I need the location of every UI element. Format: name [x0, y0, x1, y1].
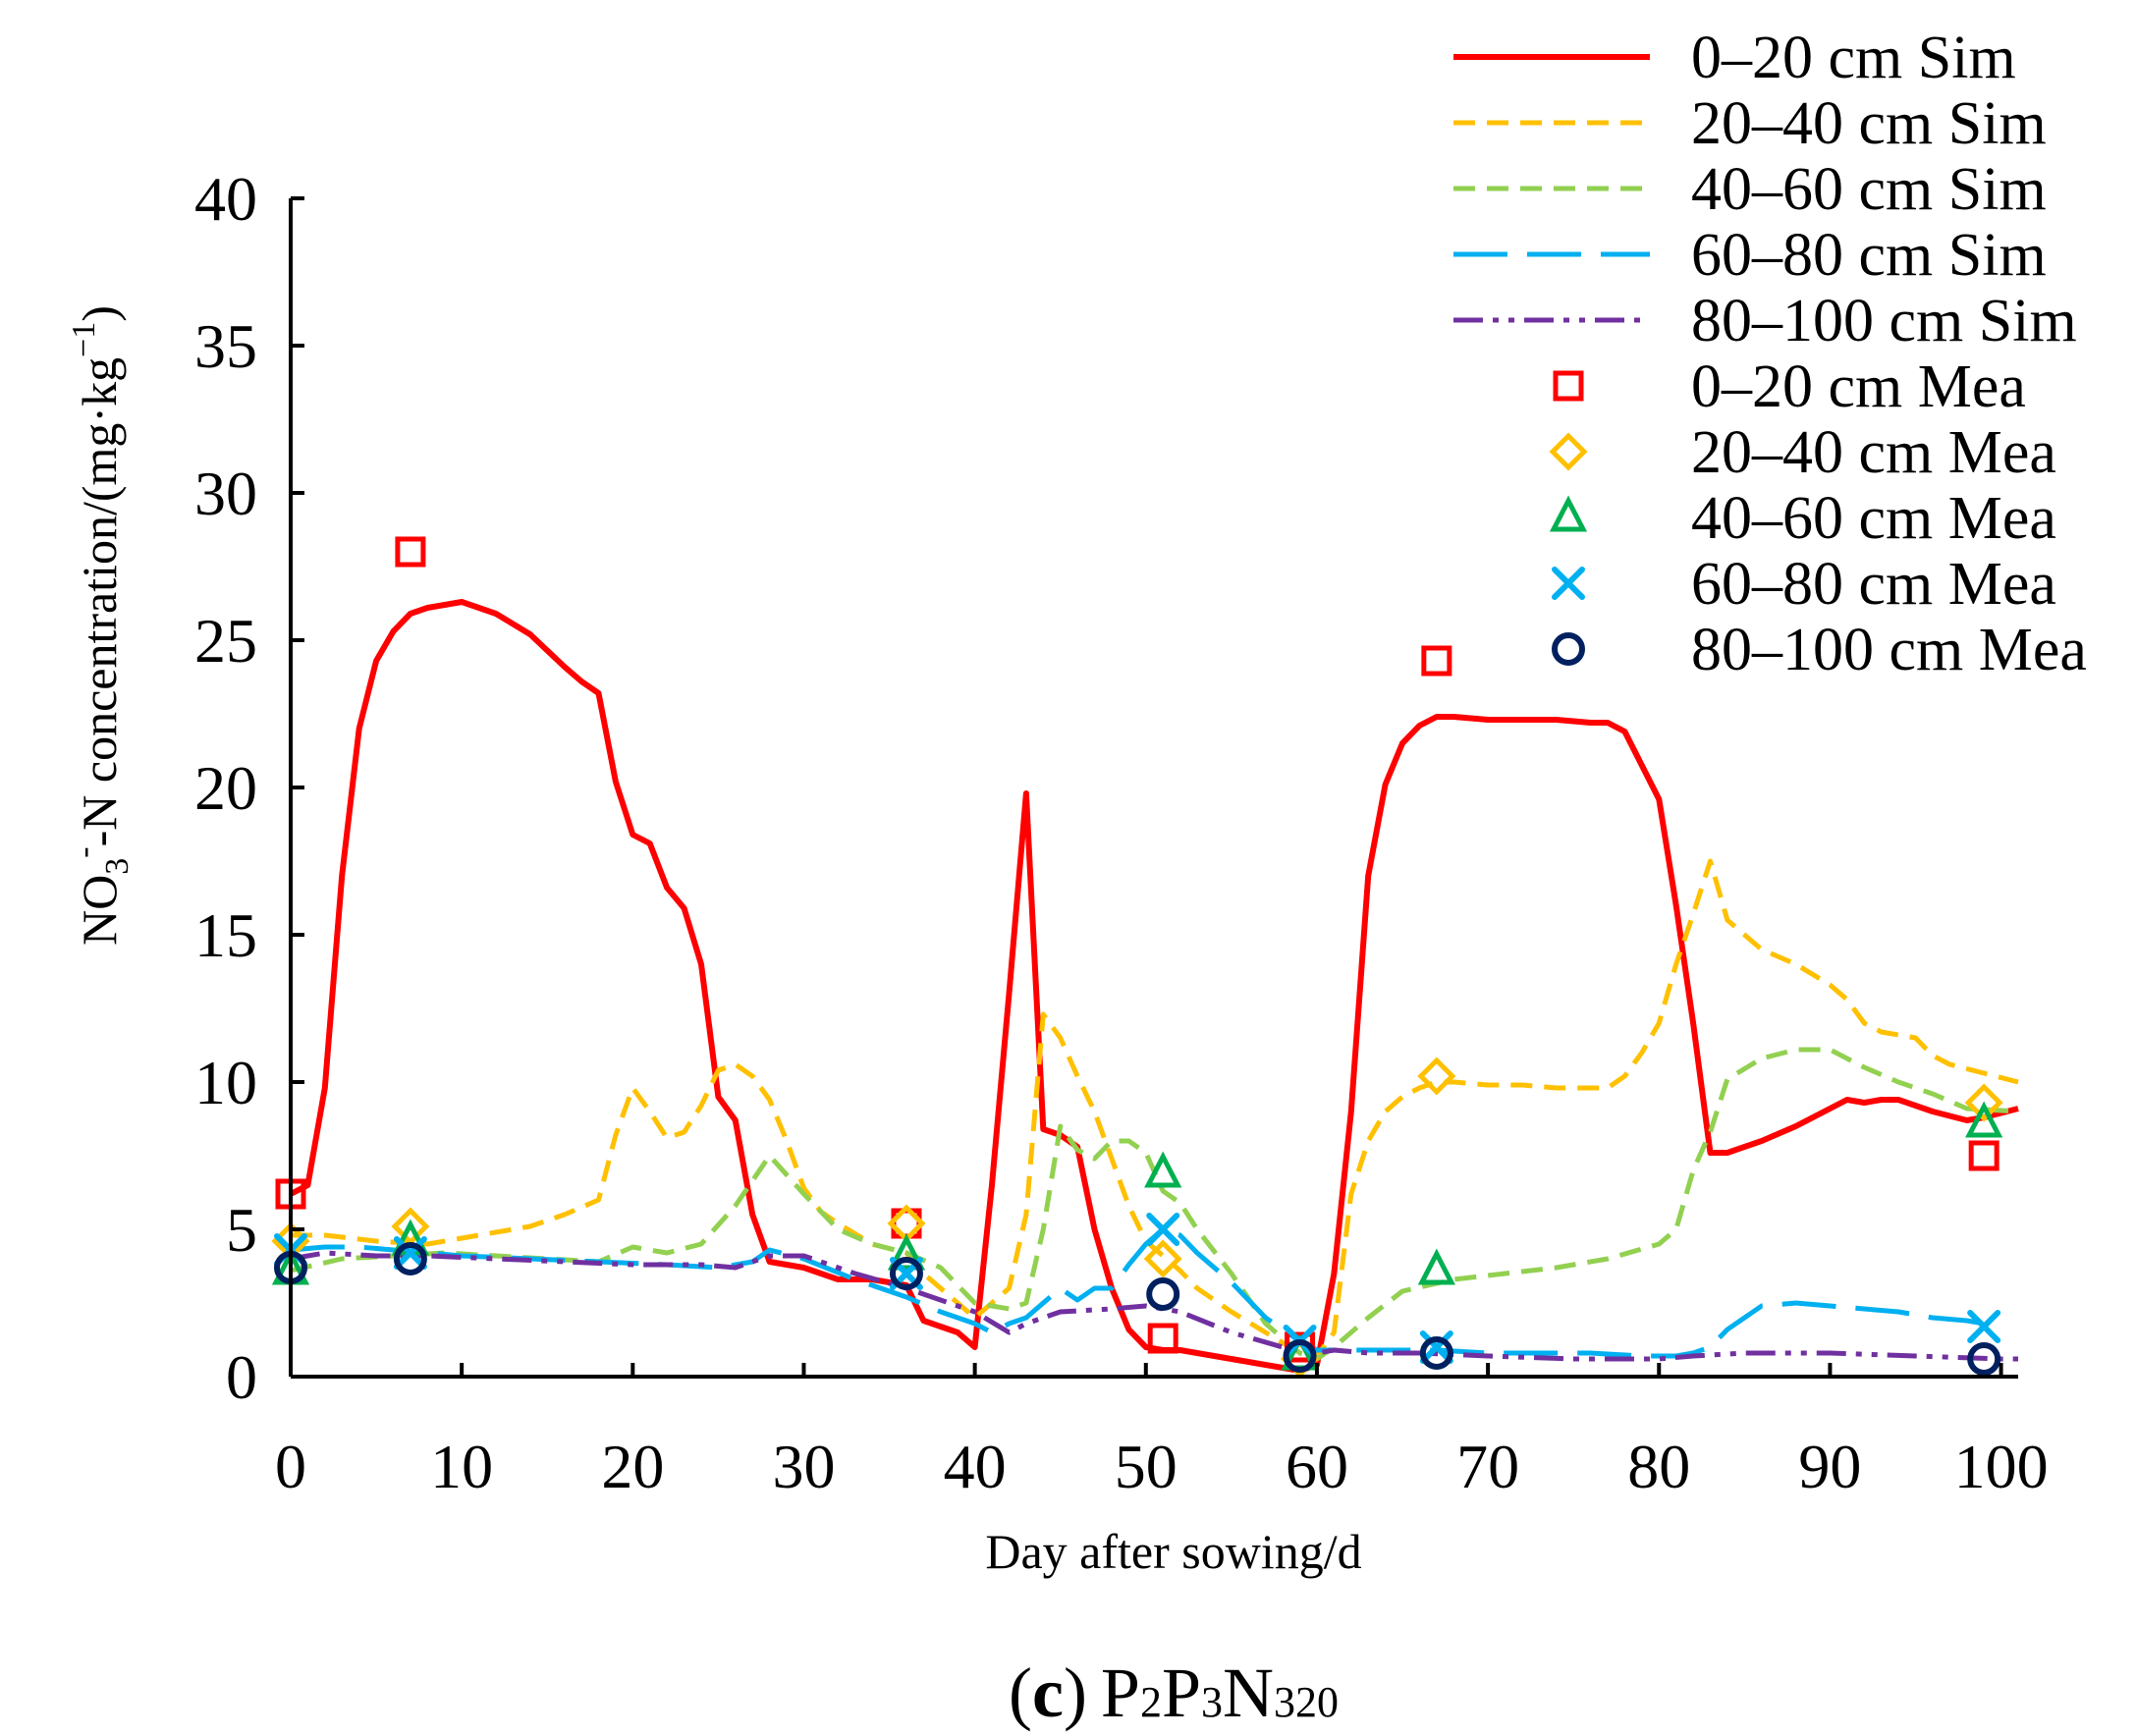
figure-caption: (c) P2P3N320 [1009, 1654, 1339, 1732]
legend-label-9: 80–100 cm Mea [1691, 617, 2087, 683]
caption-paren-open: ( [1009, 1654, 1032, 1732]
data-point-7-3 [1144, 1151, 1182, 1188]
y-tick-label-6: 30 [194, 459, 257, 528]
legend-label-5: 0–20 cm Mea [1691, 353, 2026, 420]
y-axis-title: NO3--N concentration/(mg·kg−1) [66, 305, 136, 946]
legend-label-8: 60–80 cm Mea [1691, 551, 2056, 618]
data-point-9-1 [393, 1242, 427, 1275]
legend-label-0: 0–20 cm Sim [1691, 25, 2016, 91]
y-tick-label-3: 15 [194, 900, 257, 970]
x-tick-label-7: 70 [1456, 1432, 1519, 1501]
legend-item-6: 20–40 cm Mea [1549, 419, 2056, 486]
x-tick-label-9: 90 [1798, 1432, 1861, 1501]
x-tick-label-6: 60 [1286, 1432, 1348, 1501]
axes: 0 5 10 15 20 25 30 35 40 0 10 20 30 40 50 60 70 80 90 100 [194, 164, 2049, 1501]
data-point-8-1 [393, 1236, 427, 1270]
legend-item-7: 40–60 cm Mea [1549, 485, 2056, 552]
caption-p2: P [1162, 1654, 1201, 1732]
caption-p1: P [1101, 1654, 1140, 1732]
caption-letter: c [1032, 1654, 1064, 1732]
x-tick-label-3: 30 [772, 1432, 835, 1501]
caption-paren-close: ) [1064, 1654, 1087, 1732]
series-line-2 [290, 1047, 2019, 1362]
caption-sub1: 2 [1140, 1678, 1162, 1726]
y-tick-label-2: 10 [194, 1048, 257, 1117]
y-tick-label-5: 25 [194, 606, 257, 676]
data-point-9-3 [1146, 1277, 1180, 1311]
data-point-8-3 [1146, 1213, 1180, 1246]
y-tick-label-0: 0 [226, 1342, 257, 1412]
y-title-sup: - [66, 846, 102, 857]
data-point-6-5 [1417, 1057, 1456, 1096]
x-tick-label-0: 0 [275, 1432, 306, 1501]
caption-sub2: 3 [1201, 1678, 1223, 1726]
y-title-sup2: −1 [66, 322, 102, 357]
data-point-5-1 [395, 536, 426, 568]
legend-item-9: 80–100 cm Mea [1552, 617, 2087, 683]
caption-n: N [1223, 1654, 1274, 1732]
legend-item-1: 20–40 cm Sim [1453, 90, 2047, 157]
data-point-7-5 [1417, 1248, 1455, 1285]
x-tick-label-2: 20 [601, 1432, 664, 1501]
y-title-prefix: NO [72, 875, 127, 946]
legend-label-6: 20–40 cm Mea [1691, 419, 2056, 486]
data-point-5-3 [1147, 1323, 1178, 1354]
y-tick-label-7: 35 [194, 311, 257, 381]
data-point-5-5 [1421, 645, 1452, 677]
data-point-9-5 [1419, 1336, 1453, 1370]
data-point-6-3 [1143, 1239, 1182, 1278]
caption-sub3: 320 [1274, 1678, 1339, 1726]
legend-label-2: 40–60 cm Sim [1691, 156, 2047, 223]
legend-label-1: 20–40 cm Sim [1691, 90, 2047, 157]
plot-area [271, 536, 2019, 1379]
data-point-7-6 [1965, 1101, 2003, 1138]
data-point-9-4 [1283, 1339, 1317, 1373]
legend-swatch-9 [1552, 632, 1585, 666]
legend-item-8: 60–80 cm Mea [1552, 551, 2056, 618]
series-line-4 [290, 1250, 2018, 1362]
legend-swatch-5 [1553, 370, 1584, 402]
legend-item-2: 40–60 cm Sim [1453, 156, 2047, 223]
x-tick-label-1: 10 [430, 1432, 493, 1501]
data-point-8-5 [1419, 1330, 1453, 1364]
x-tick-label-8: 80 [1627, 1432, 1690, 1501]
legend-swatch-8 [1552, 567, 1585, 600]
y-title-suffix: ) [72, 305, 127, 322]
data-point-8-6 [1967, 1310, 2001, 1343]
legend-label-3: 60–80 cm Sim [1691, 222, 2047, 289]
legend-swatch-7 [1549, 495, 1588, 532]
data-point-9-6 [1967, 1342, 2001, 1376]
legend-label-7: 40–60 cm Mea [1691, 485, 2056, 552]
legend-item-3: 60–80 cm Sim [1453, 222, 2047, 289]
x-axis-title: Day after sowing/d [985, 1524, 1361, 1579]
y-tick-label-8: 40 [194, 164, 257, 234]
data-point-6-6 [1964, 1083, 2003, 1122]
legend-label-4: 80–100 cm Sim [1691, 288, 2077, 354]
y-tick-label-1: 5 [226, 1195, 257, 1265]
legend-item-4: 80–100 cm Sim [1453, 288, 2077, 354]
legend-item-5: 0–20 cm Mea [1553, 353, 2026, 420]
x-tick-label-5: 50 [1115, 1432, 1178, 1501]
legend-item-0: 0–20 cm Sim [1453, 25, 2016, 91]
data-point-7-2 [887, 1233, 926, 1271]
data-point-9-2 [889, 1257, 923, 1290]
legend-swatch-6 [1549, 432, 1588, 471]
y-title-middle: -N concentration/(mg·kg [72, 357, 127, 846]
series-line-0 [289, 599, 2019, 1374]
x-tick-label-4: 40 [944, 1432, 1007, 1501]
y-title-sub: 3 [99, 858, 136, 875]
x-tick-label-10: 100 [1954, 1432, 2049, 1501]
data-point-5-6 [1968, 1140, 1999, 1171]
y-tick-label-4: 20 [194, 753, 257, 823]
